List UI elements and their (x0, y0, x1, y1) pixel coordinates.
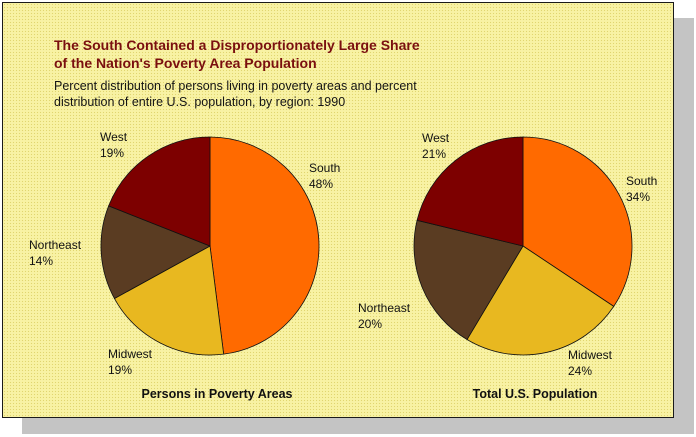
chart-subtitle-line-2: distribution of entire U.S. population, … (54, 95, 346, 109)
pie-2-value-west: 21% (422, 147, 446, 161)
pie-2-label-northeast: Northeast (358, 301, 411, 315)
pie-2-label-midwest: Midwest (568, 348, 613, 362)
chart-title: The South Contained a Disproportionately… (54, 36, 494, 72)
pie-2-title: Total U.S. Population (473, 387, 598, 401)
pie-2-label-west: West (422, 131, 450, 145)
pie-1-value-northeast: 14% (29, 254, 53, 268)
chart-subtitle-line-1: Percent distribution of persons living i… (54, 79, 417, 93)
pie-1-label-midwest: Midwest (108, 347, 153, 361)
pie-1-label-south: South (309, 161, 340, 175)
pie-1-label-northeast: Northeast (29, 238, 82, 252)
chart-subtitle: Percent distribution of persons living i… (54, 78, 474, 110)
chart-title-line-1: The South Contained a Disproportionately… (54, 37, 420, 53)
pie-1-slice-midwest (113, 245, 225, 356)
pie-2-value-northeast: 20% (358, 317, 382, 331)
pie-1-value-south: 48% (309, 177, 333, 191)
pie-1-slice-south (209, 136, 320, 355)
pie-2-slice-northeast (413, 219, 524, 341)
pie-2-label-south: South (626, 174, 657, 188)
pie-1-title: Persons in Poverty Areas (142, 387, 293, 401)
pie-2-value-midwest: 24% (568, 364, 592, 378)
pie-1-value-west: 19% (100, 146, 124, 160)
pie-2-slice-midwest (466, 245, 615, 356)
pie-1-label-west: West (100, 130, 128, 144)
pie-2-value-south: 34% (626, 190, 650, 204)
chart-title-line-2: of the Nation's Poverty Area Population (54, 55, 317, 71)
pie-1-value-midwest: 19% (108, 363, 132, 377)
pie-2-slice-west (416, 136, 524, 247)
pie-1-slice-northeast (100, 205, 211, 300)
pie-1-slice-west (108, 136, 211, 247)
